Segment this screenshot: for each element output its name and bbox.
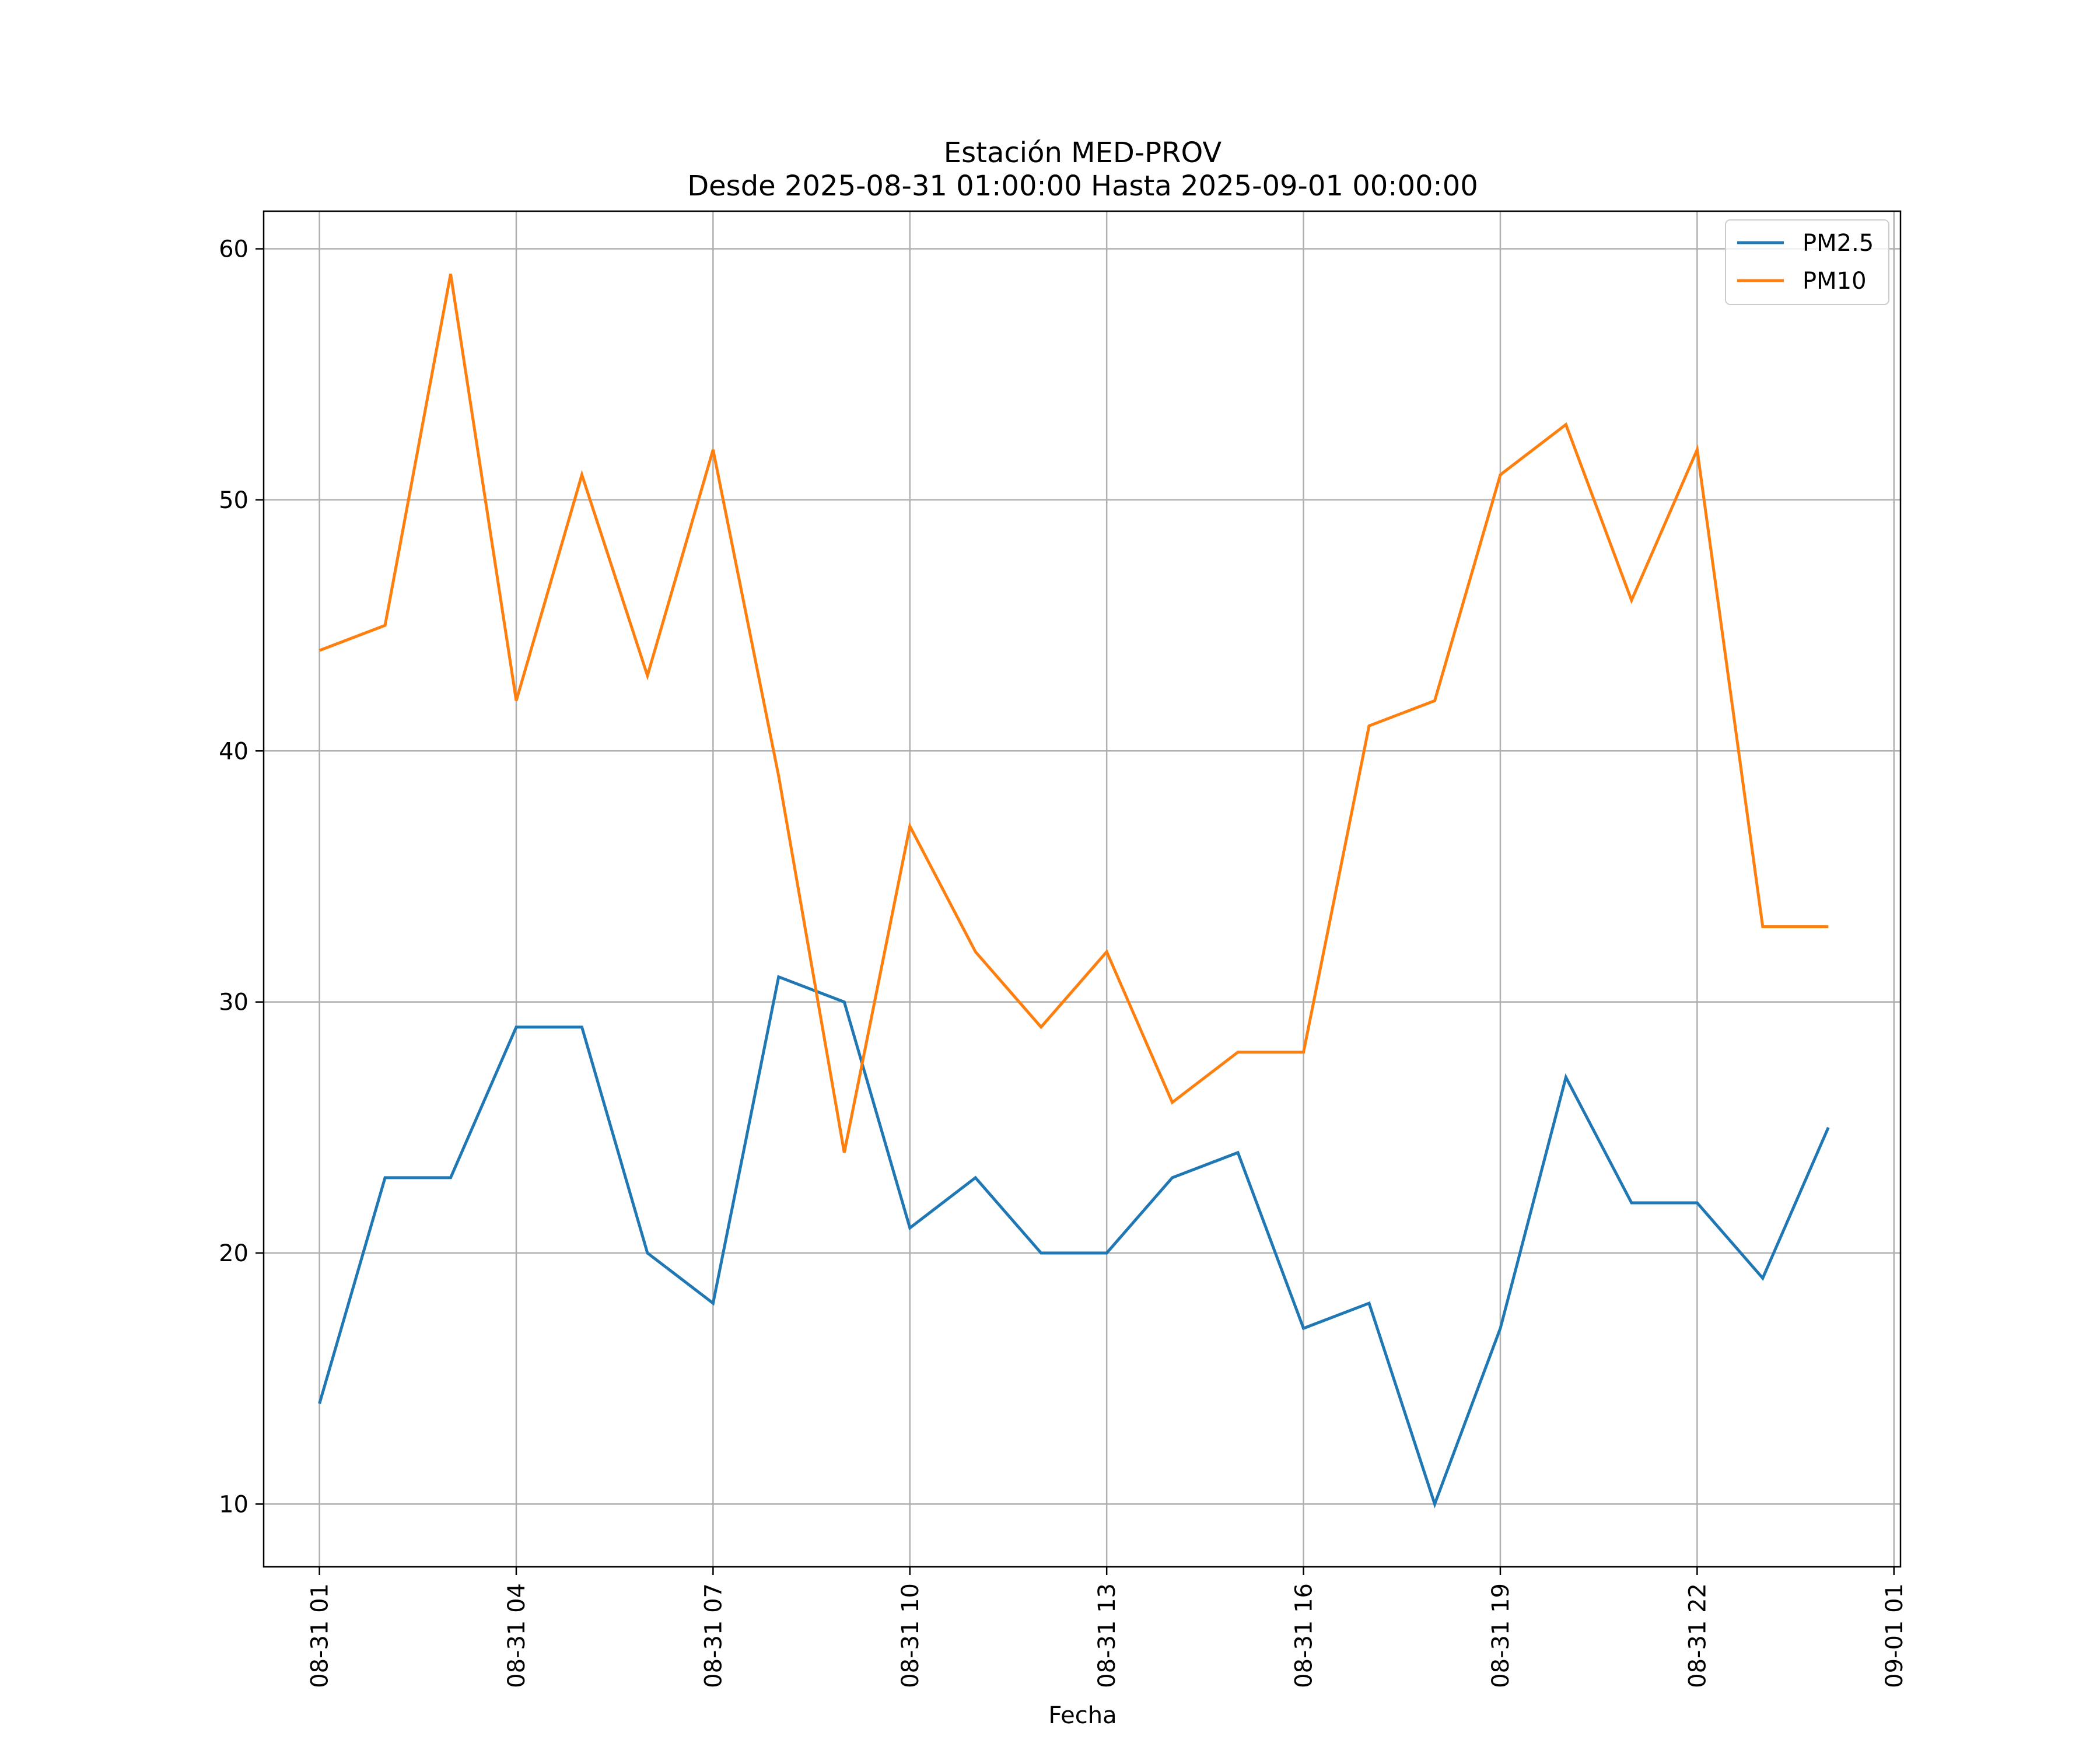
axis-ticks: 10 20 30 40 50 60 08-31 01 08-31 04 08-31 07 08-3… xyxy=(219,236,1908,1688)
x-tick-label: 08-31 22 xyxy=(1684,1583,1711,1688)
series-lines xyxy=(318,274,1830,1508)
x-tick-label: 08-31 16 xyxy=(1291,1583,1318,1688)
legend-box xyxy=(1725,219,1889,305)
chart-title-line1: Estación MED-PROV xyxy=(944,136,1222,169)
plot-frame xyxy=(262,210,1902,1568)
y-tick-label: 30 xyxy=(219,989,249,1016)
series-line-pm25 xyxy=(318,975,1830,1508)
x-tick-label: 08-31 07 xyxy=(700,1583,727,1688)
x-tick-label: 09-01 01 xyxy=(1881,1583,1908,1688)
y-tick-label: 40 xyxy=(219,738,249,765)
legend-label-pm10: PM10 xyxy=(1803,268,1867,295)
y-tick-label: 60 xyxy=(219,236,249,263)
legend-label-pm25: PM2.5 xyxy=(1803,230,1874,257)
y-tick-label: 20 xyxy=(219,1240,249,1267)
x-tick-label: 08-31 19 xyxy=(1488,1583,1514,1688)
x-tick-label: 08-31 04 xyxy=(503,1583,530,1688)
series-line-pm10 xyxy=(318,274,1829,1153)
y-tick-label: 50 xyxy=(219,487,249,514)
x-tick-label: 08-31 13 xyxy=(1094,1583,1121,1688)
x-tick-label: 08-31 01 xyxy=(307,1583,334,1688)
y-tick-label: 10 xyxy=(219,1491,249,1518)
legend: PM2.5 PM10 xyxy=(1725,219,1889,305)
chart-title-line2: Desde 2025-08-31 01:00:00 Hasta 2025-09-… xyxy=(687,170,1478,202)
x-tick-label: 08-31 10 xyxy=(897,1583,924,1688)
x-axis-label: Fecha xyxy=(1048,1702,1116,1729)
grid xyxy=(264,211,1901,1567)
